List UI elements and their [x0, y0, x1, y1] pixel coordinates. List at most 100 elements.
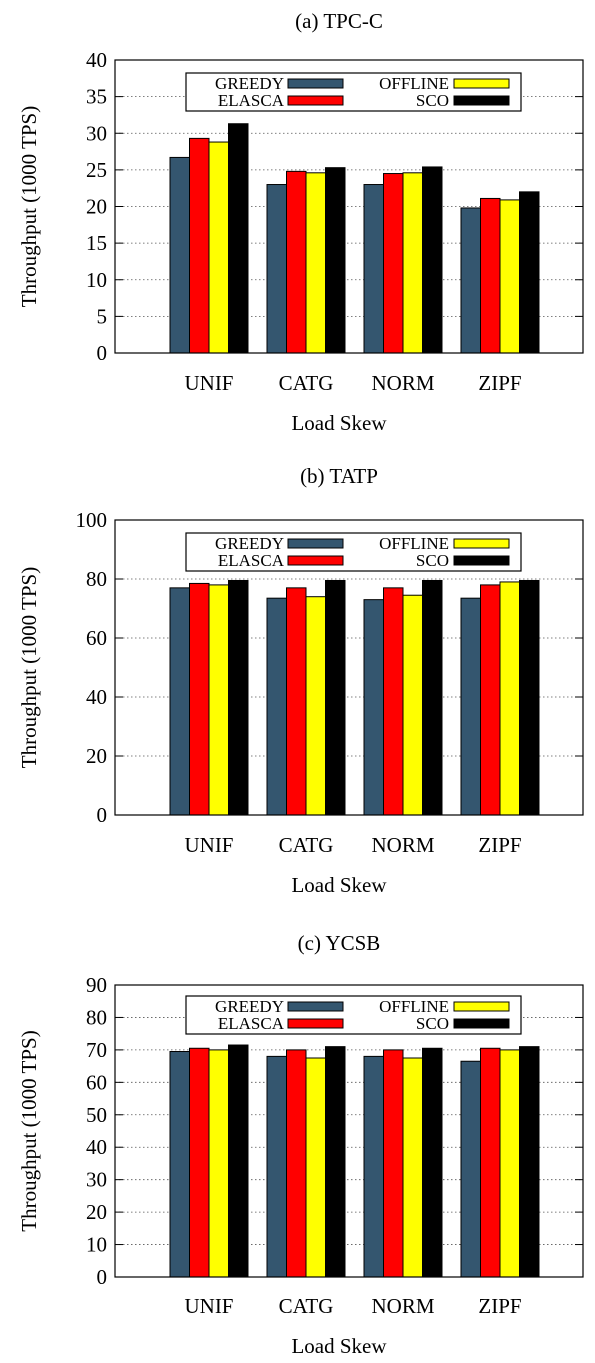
bar-greedy-norm [363, 599, 384, 816]
y-tick-label: 15 [86, 231, 107, 255]
y-tick-label: 40 [86, 685, 107, 709]
bar-sco-catg [325, 1046, 346, 1278]
y-tick-label: 40 [86, 1135, 107, 1159]
y-axis-label: Throughput (1000 TPS) [17, 106, 41, 307]
legend-label: OFFLINE [379, 74, 449, 93]
bar-sco-zipf [519, 191, 540, 354]
y-tick-label: 100 [76, 508, 108, 532]
bar-greedy-catg [266, 184, 287, 354]
bar-elasca-unif [189, 1047, 210, 1278]
legend-label: SCO [416, 551, 449, 570]
bar-sco-unif [228, 579, 249, 816]
y-tick-label: 5 [97, 304, 108, 328]
bar-offline-zipf [499, 199, 520, 354]
bar-sco-unif [228, 123, 249, 354]
bar-sco-zipf [519, 1046, 540, 1278]
plot-frame [114, 59, 584, 354]
y-tick-label: 10 [86, 268, 107, 292]
legend-label: OFFLINE [379, 534, 449, 553]
y-axis-label: Throughput (1000 TPS) [17, 1030, 41, 1231]
bar-offline-catg [305, 172, 326, 354]
y-tick-label: 20 [86, 195, 107, 219]
y-tick-label: 35 [86, 85, 107, 109]
bar-offline-unif [208, 141, 229, 354]
bar-greedy-zipf [460, 597, 481, 816]
bar-offline-catg [305, 1057, 326, 1278]
legend-label: ELASCA [218, 91, 285, 110]
bar-elasca-catg [286, 1049, 307, 1278]
legend-label: SCO [416, 1014, 449, 1033]
bar-sco-norm [422, 579, 443, 816]
plot-frame [114, 984, 584, 1278]
bar-sco-unif [228, 1044, 249, 1278]
bar-offline-norm [402, 594, 423, 816]
bar-offline-zipf [499, 581, 520, 816]
x-tick-label: CATG [279, 371, 334, 395]
legend-label: ELASCA [218, 1014, 285, 1033]
plot-frame [114, 519, 584, 816]
chart-panel-3: (c) YCSB 0 10 20 30 40 50 60 70 80 90 UNIF CATG NORM Z… [17, 931, 584, 1358]
y-tick-label: 30 [86, 121, 107, 145]
x-tick-label: ZIPF [478, 833, 521, 857]
bar-offline-norm [402, 172, 423, 354]
x-tick-label: CATG [279, 1294, 334, 1318]
y-tick-label: 0 [97, 1265, 108, 1289]
y-tick-label: 70 [86, 1038, 107, 1062]
chart-title: (b) TATP [300, 464, 378, 488]
y-tick-label: 50 [86, 1103, 107, 1127]
y-tick-label: 90 [86, 973, 107, 997]
legend-label: GREEDY [215, 534, 284, 553]
legend-swatch-elasca [287, 95, 344, 106]
bar-elasca-zipf [480, 1047, 501, 1278]
x-axis-label: Load Skew [291, 1334, 387, 1358]
x-tick-label: NORM [371, 371, 434, 395]
bar-greedy-zipf [460, 1060, 481, 1278]
y-tick-label: 25 [86, 158, 107, 182]
bar-greedy-unif [169, 587, 190, 816]
bar-elasca-zipf [480, 197, 501, 354]
y-axis-label: Throughput (1000 TPS) [17, 567, 41, 768]
legend-swatch-offline [453, 538, 510, 549]
bar-offline-norm [402, 1057, 423, 1278]
legend-label: ELASCA [218, 551, 285, 570]
legend-swatch-greedy [287, 1001, 344, 1012]
legend-swatch-sco [453, 555, 510, 566]
bar-offline-zipf [499, 1049, 520, 1278]
y-tick-label: 60 [86, 1070, 107, 1094]
x-tick-label: NORM [371, 833, 434, 857]
x-axis-label: Load Skew [291, 411, 387, 435]
x-tick-label: UNIF [184, 833, 233, 857]
legend-label: OFFLINE [379, 997, 449, 1016]
x-axis-label: Load Skew [291, 873, 387, 897]
legend-label: GREEDY [215, 997, 284, 1016]
x-tick-label: UNIF [184, 1294, 233, 1318]
y-tick-label: 20 [86, 744, 107, 768]
bar-greedy-catg [266, 597, 287, 816]
x-tick-label: UNIF [184, 371, 233, 395]
legend-swatch-elasca [287, 1018, 344, 1029]
y-tick-label: 60 [86, 626, 107, 650]
chart-panel-2: (b) TATP 0 20 40 60 80 100 UNIF CATG NORM ZIPF Load… [17, 464, 584, 897]
bar-elasca-norm [383, 587, 404, 816]
y-tick-label: 40 [86, 48, 107, 72]
legend-swatch-sco [453, 95, 510, 106]
bar-elasca-zipf [480, 584, 501, 816]
bar-offline-catg [305, 596, 326, 816]
bar-greedy-catg [266, 1055, 287, 1278]
legend-swatch-greedy [287, 538, 344, 549]
bar-sco-norm [422, 166, 443, 354]
bar-greedy-norm [363, 184, 384, 354]
bar-elasca-catg [286, 587, 307, 816]
chart-panel-1: (a) TPC-C 0 5 10 15 20 25 30 35 40 UNIF CATG NORM ZIP… [17, 9, 584, 435]
bar-elasca-unif [189, 582, 210, 816]
legend-swatch-greedy [287, 78, 344, 89]
chart-title: (c) YCSB [298, 931, 381, 955]
legend-label: SCO [416, 91, 449, 110]
x-tick-label: ZIPF [478, 1294, 521, 1318]
y-tick-label: 30 [86, 1168, 107, 1192]
y-tick-label: 0 [97, 341, 108, 365]
x-tick-label: ZIPF [478, 371, 521, 395]
chart-title: (a) TPC-C [295, 9, 383, 33]
legend-swatch-elasca [287, 555, 344, 566]
bar-sco-norm [422, 1047, 443, 1278]
